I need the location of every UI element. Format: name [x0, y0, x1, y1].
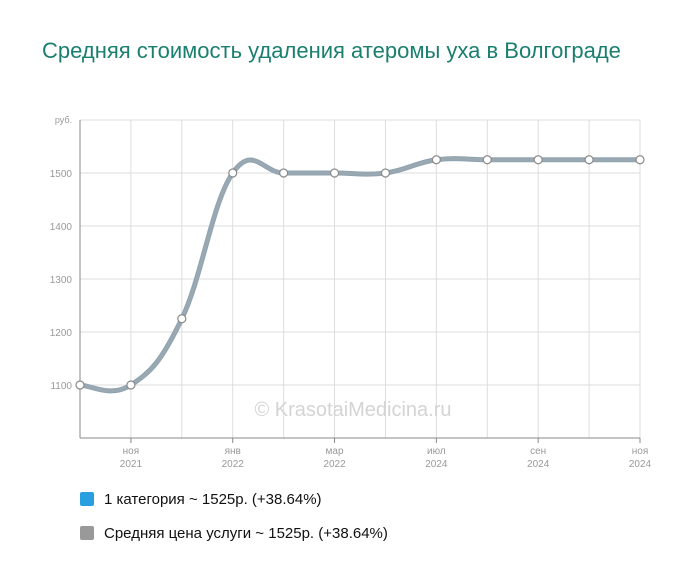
x-tick-label-month: ноя [632, 446, 649, 457]
grid [80, 119, 641, 438]
series-line-1 [77, 156, 643, 394]
legend-item-average-price[interactable]: Средняя цена услуги ~ 1525р. (+38.64%) [80, 522, 388, 544]
data-point[interactable] [228, 168, 238, 178]
x-tick-label-year: 2024 [629, 459, 652, 470]
x-tick-label-month: июл [427, 446, 446, 457]
legend-label-average-price: Средняя цена услуги ~ 1525р. (+38.64%) [104, 524, 388, 542]
legend-swatch-average-price [80, 526, 94, 540]
x-tick-label-month: ноя [123, 446, 140, 457]
data-point[interactable] [482, 155, 492, 165]
y-tick-label: 1100 [50, 381, 72, 392]
data-point[interactable] [380, 168, 391, 178]
data-point[interactable] [329, 168, 340, 178]
watermark: © KrasotaiMedicina.ru [254, 399, 451, 421]
data-point[interactable] [584, 155, 594, 165]
x-tick-label-year: 2022 [323, 459, 346, 470]
y-axis-unit-label: руб. [55, 115, 72, 125]
legend-label-category-1: 1 категория ~ 1525р. (+38.64%) [104, 490, 322, 508]
y-tick-label: 1400 [50, 222, 73, 233]
chart-title: Средняя стоимость удаления атеромы уха в… [42, 38, 621, 63]
legend-item-category-1[interactable]: 1 категория ~ 1525р. (+38.64%) [80, 488, 388, 510]
x-tick-label-month: мар [326, 446, 344, 457]
data-point[interactable] [431, 155, 441, 165]
legend: 1 категория ~ 1525р. (+38.64%) Средняя ц… [80, 488, 388, 556]
x-tick-label-year: 2024 [527, 459, 550, 470]
y-tick-labels: 1100 1200 1300 1400 1500 [50, 169, 73, 392]
x-tick-label-year: 2024 [425, 459, 448, 470]
y-tick-label: 1500 [50, 169, 73, 180]
data-points [75, 155, 645, 390]
series [77, 156, 643, 394]
data-point[interactable] [177, 314, 187, 324]
legend-swatch-category-1 [80, 492, 94, 506]
y-tick-label: 1200 [50, 328, 73, 339]
data-point[interactable] [533, 155, 543, 165]
x-tick-label-year: 2021 [120, 459, 143, 470]
x-tick-label-month: сен [530, 446, 546, 457]
data-point[interactable] [75, 380, 85, 390]
x-tick-labels: ноя 2021 янв 2022 мар 2022 июл 2024 сен 2024 ноя 20… [120, 438, 652, 470]
data-point[interactable] [635, 155, 645, 165]
data-point[interactable] [279, 168, 289, 178]
x-tick-label-month: янв [225, 446, 241, 457]
x-tick-label-year: 2022 [222, 459, 245, 470]
y-tick-label: 1300 [50, 275, 73, 286]
data-point[interactable] [126, 380, 136, 390]
